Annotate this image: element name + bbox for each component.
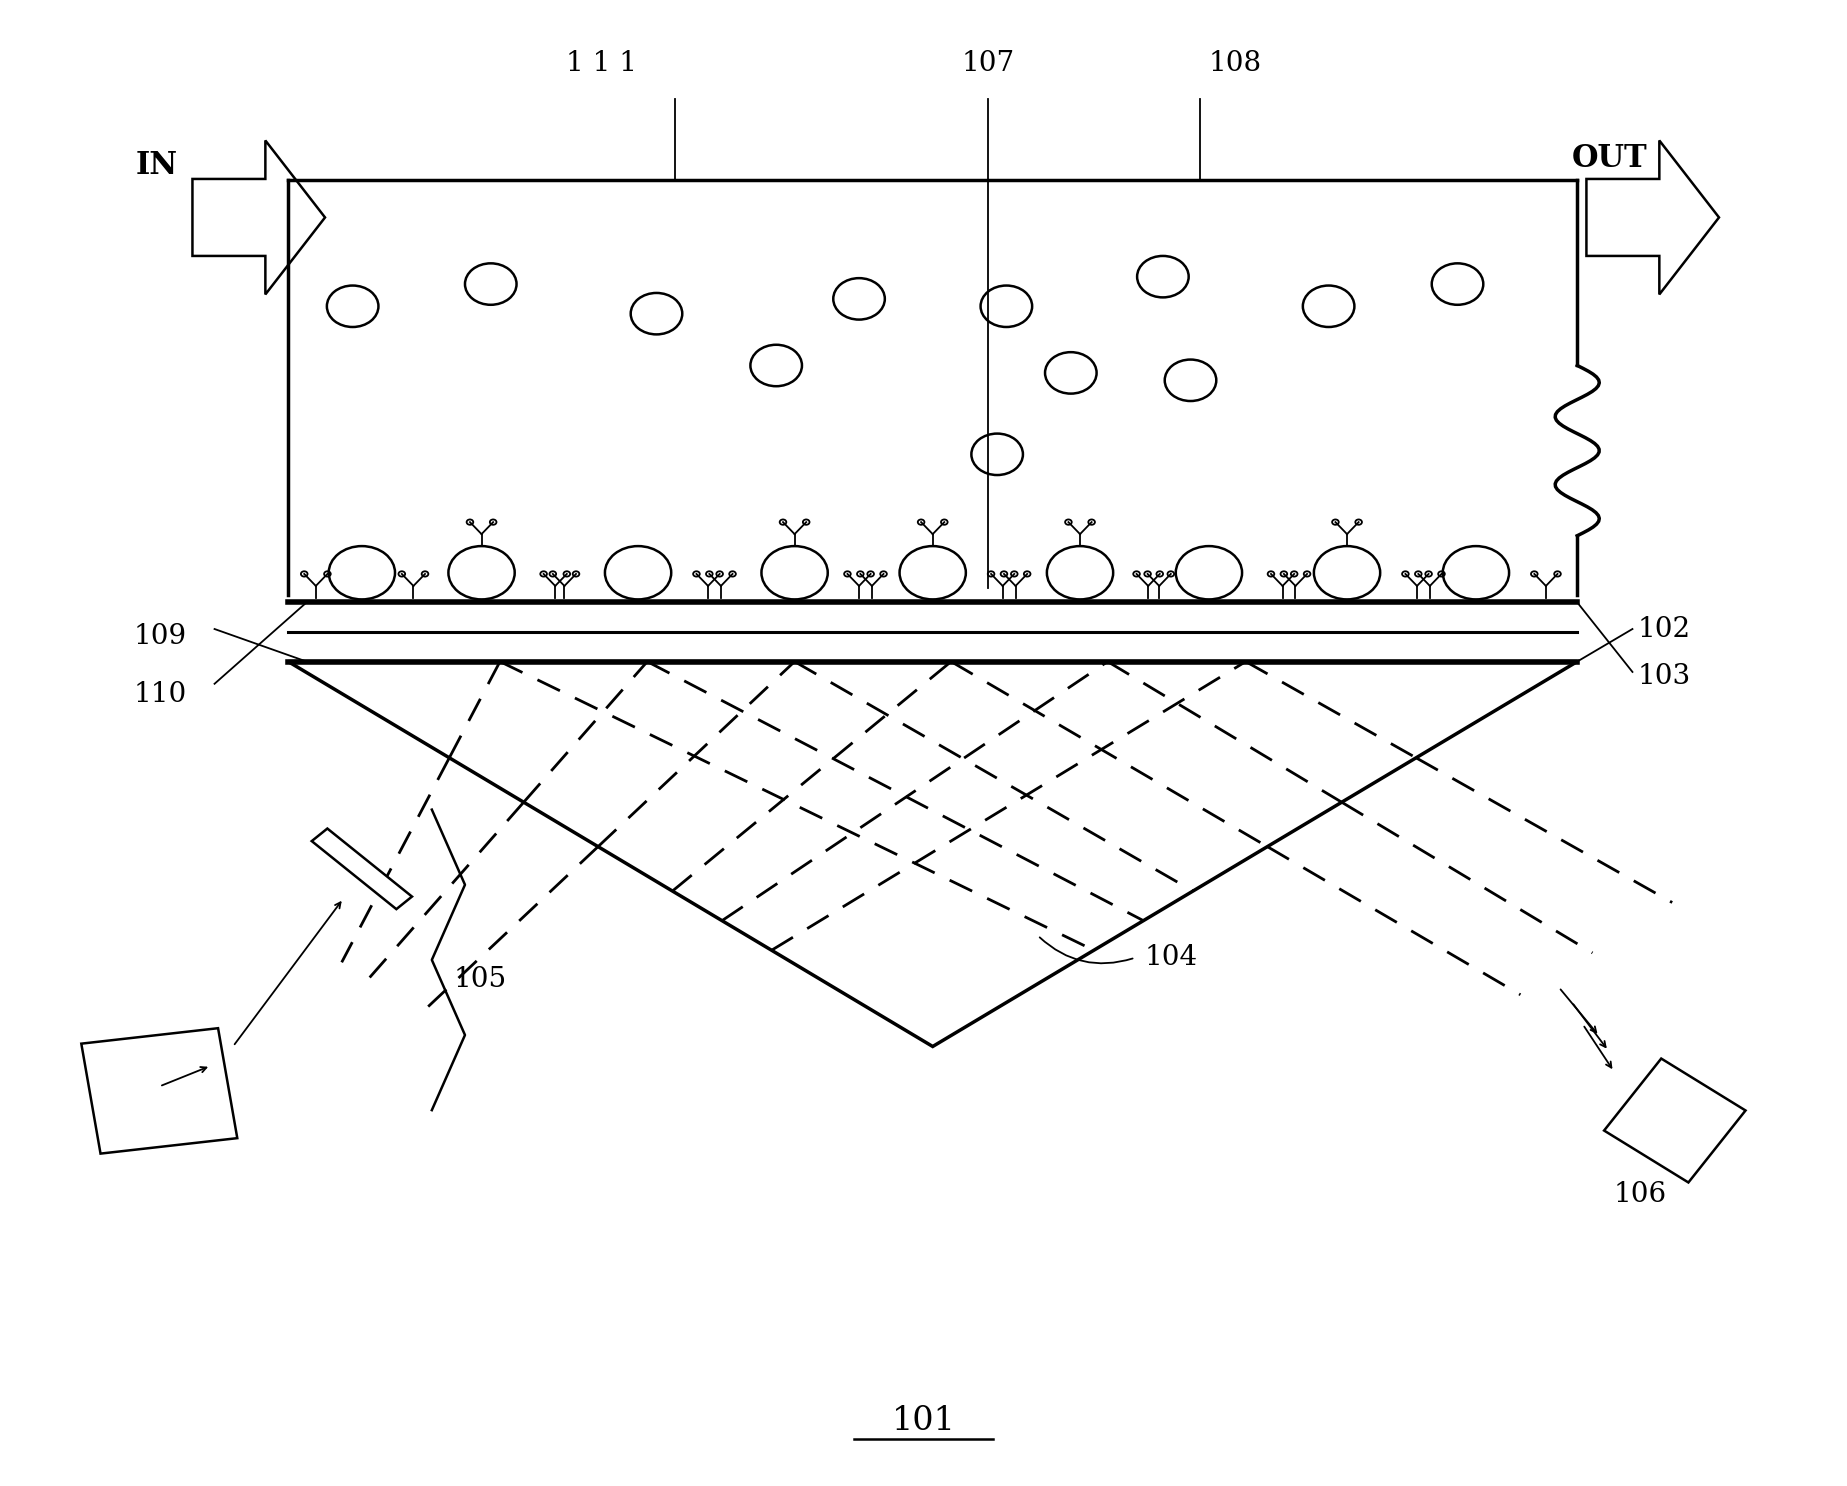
- Text: 108: 108: [1210, 51, 1262, 77]
- Polygon shape: [312, 829, 412, 909]
- Text: 109: 109: [133, 623, 187, 649]
- Text: 110: 110: [133, 681, 187, 707]
- Text: 104: 104: [1145, 944, 1197, 972]
- Text: 107: 107: [960, 51, 1014, 77]
- Text: IN: IN: [135, 150, 177, 181]
- Text: OUT: OUT: [1572, 143, 1648, 174]
- Text: 103: 103: [1638, 663, 1692, 690]
- Text: 106: 106: [1614, 1181, 1668, 1208]
- Text: 102: 102: [1638, 615, 1692, 642]
- Text: 101: 101: [892, 1406, 955, 1437]
- Text: 1 1 1: 1 1 1: [565, 51, 637, 77]
- Text: 105: 105: [454, 966, 508, 993]
